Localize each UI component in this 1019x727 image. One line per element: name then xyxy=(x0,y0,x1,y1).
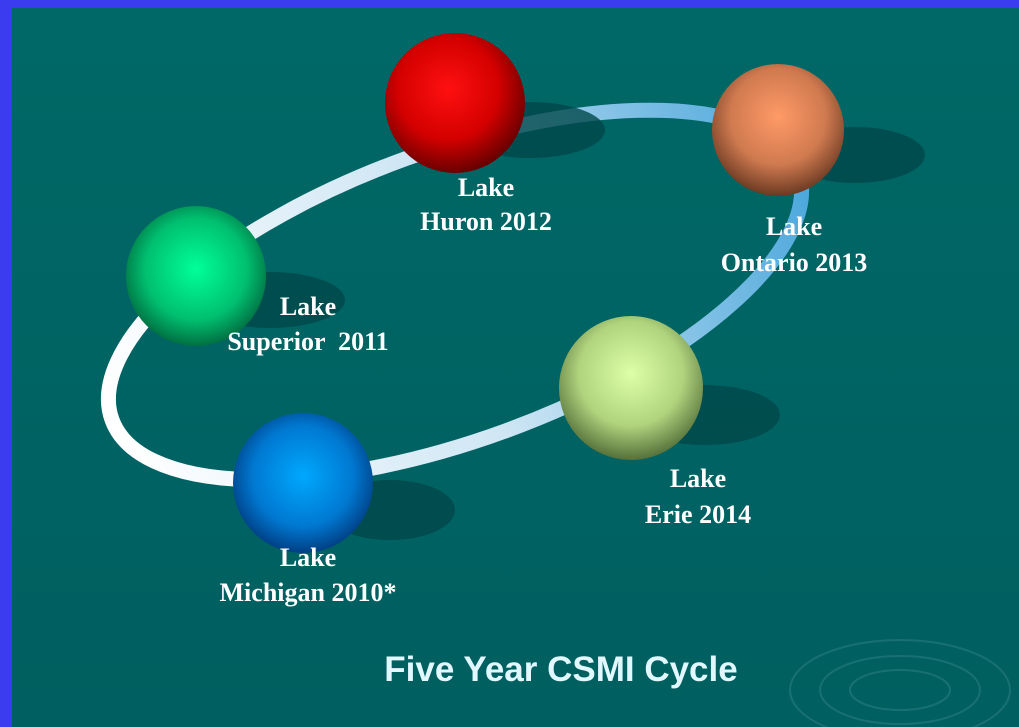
node-label: Lake xyxy=(280,543,336,572)
sphere-michigan xyxy=(233,413,373,553)
node-label: Lake xyxy=(670,464,726,493)
node-label: Ontario 2013 xyxy=(721,248,868,277)
node-label: Lake xyxy=(280,292,336,321)
page: {"title": "Five Year CSMI Cycle", "nodes… xyxy=(0,0,1019,727)
sphere-ontario xyxy=(712,64,844,196)
node-label: Lake xyxy=(766,212,822,241)
sphere-superior xyxy=(126,206,266,346)
slide: Lake Michigan 2010* Lake Superior 2011 L… xyxy=(0,0,1019,727)
node-label: Huron 2012 xyxy=(420,207,552,236)
sphere-erie xyxy=(559,316,703,460)
slide-title: Five Year CSMI Cycle xyxy=(384,650,737,689)
node-label: Erie 2014 xyxy=(645,500,751,529)
node-label: Lake xyxy=(458,173,514,202)
sphere-huron xyxy=(385,33,525,173)
node-label: Michigan 2010* xyxy=(220,578,397,607)
node-label: Superior 2011 xyxy=(227,327,388,356)
